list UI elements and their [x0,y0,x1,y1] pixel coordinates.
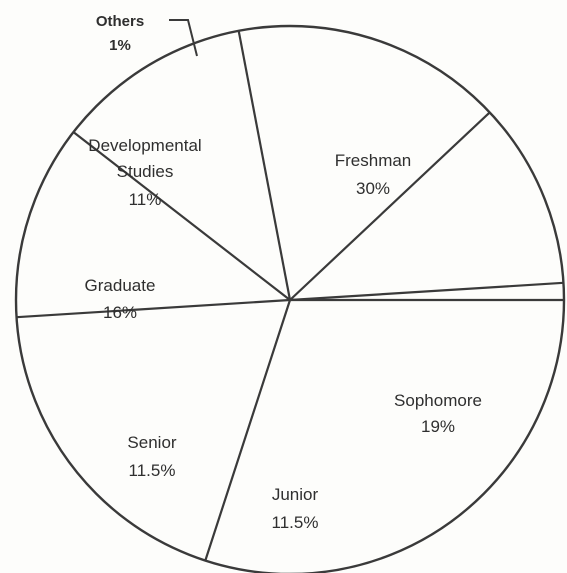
others-leader-line [169,19,198,57]
slice-value-junior: 11.5% [272,513,319,532]
slice-label-junior: Junior [272,485,319,504]
slice-edge-others [289,281,564,302]
slice-value-sophomore: 19% [421,417,455,436]
slice-label-developmental-line2: Studies [117,162,174,181]
slice-edge-sophomore [204,299,292,561]
slice-edge-senior [72,131,291,301]
slice-label-graduate: Graduate [85,276,156,295]
slice-edge-developmental-studies [289,111,491,301]
slice-edge-graduate [237,30,292,301]
slice-label-sophomore: Sophomore [394,391,482,410]
slice-value-developmental: 11% [129,190,162,209]
slice-value-graduate: 16% [103,303,137,322]
slice-value-others: 1% [109,37,131,54]
slice-value-freshman: 30% [356,179,390,198]
slice-edges [16,30,564,561]
slice-label-others: Others [96,13,144,30]
slice-label-senior: Senior [127,433,176,452]
slice-label-freshman: Freshman [335,151,412,170]
slice-edge-junior [16,298,291,319]
slice-label-developmental-line1: Developmental [88,136,201,155]
slice-value-senior: 11.5% [129,461,176,480]
